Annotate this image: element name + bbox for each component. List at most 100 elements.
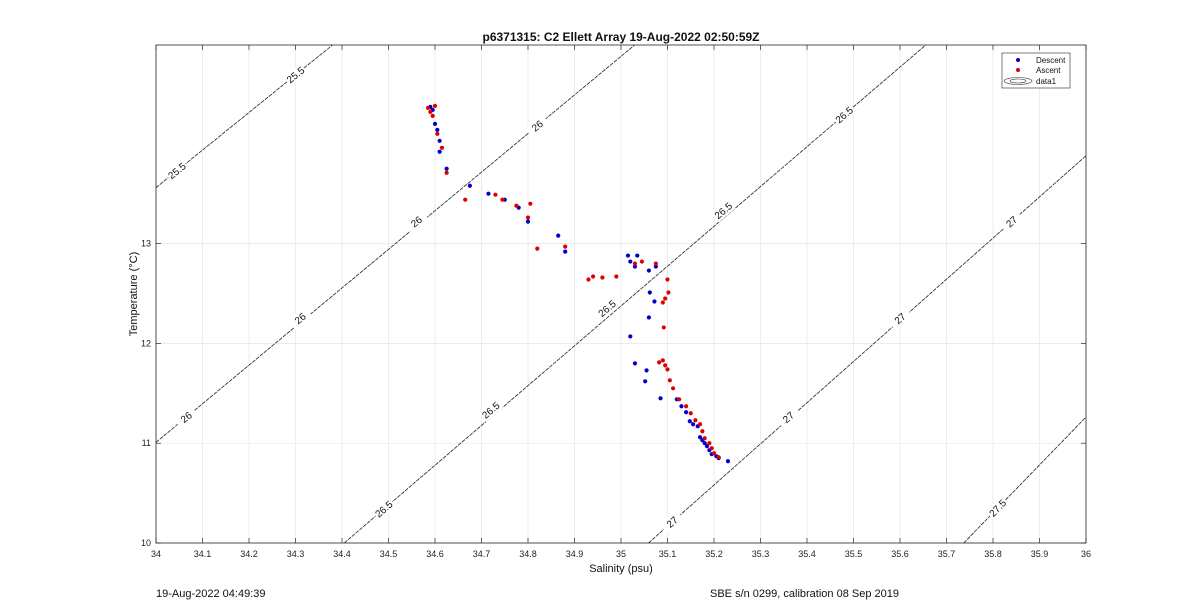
y-tick-label: 12 (141, 338, 151, 348)
data-point-descent (643, 379, 648, 384)
data-point-descent (628, 334, 633, 339)
series-ascent (425, 103, 721, 460)
data-point-descent (625, 253, 631, 258)
legend-contour-icon (1003, 77, 1033, 85)
x-tick-label: 35.5 (845, 549, 863, 559)
x-tick-label: 34.8 (519, 549, 537, 559)
data-point-ascent (653, 261, 658, 266)
contour-line-26 (155, 44, 635, 443)
data-point-descent (646, 268, 652, 273)
data-point-ascent (514, 203, 519, 208)
contour-label-bg (887, 306, 913, 331)
data-point-descent (556, 233, 561, 238)
footer-timestamp: 19-Aug-2022 04:49:39 (156, 588, 266, 600)
data-point-ascent (702, 436, 707, 441)
data-point-ascent (716, 455, 721, 460)
data-point-descent (632, 361, 638, 366)
contour-line-26.5 (343, 44, 927, 544)
x-tick-label: 35.3 (752, 549, 770, 559)
data-point-descent (467, 183, 472, 188)
contour-label-bg (371, 497, 397, 521)
data-point-ascent (700, 429, 705, 434)
data-point-ascent (428, 109, 433, 114)
y-tick-label: 10 (141, 538, 151, 548)
data-point-ascent (665, 277, 670, 282)
data-point-ascent (432, 103, 438, 108)
data-point-ascent (444, 170, 449, 175)
data-point-ascent (535, 246, 540, 251)
data-point-descent (697, 435, 703, 440)
contour-label-bg (776, 405, 801, 430)
data-point-descent (653, 264, 658, 269)
data-point-ascent (435, 131, 440, 136)
contour-label-bg (659, 510, 685, 534)
contour-label-bg (711, 198, 736, 223)
x-tick-label: 34.5 (380, 549, 398, 559)
legend-marker-ascent (1016, 68, 1020, 72)
contour-label-bg (287, 306, 313, 331)
data-point-ascent (667, 378, 672, 383)
data-point-descent (725, 459, 731, 464)
x-tick-label: 35.4 (798, 549, 816, 559)
data-point-ascent (697, 422, 703, 427)
legend-contour-icon-inner (1009, 78, 1027, 84)
contour-label-bg (999, 209, 1024, 234)
data-point-descent (635, 253, 640, 258)
x-tick-label: 34.7 (473, 549, 491, 559)
contour-line-27.5 (963, 416, 1087, 544)
data-point-descent (647, 290, 652, 295)
data-point-descent (690, 422, 696, 427)
data-point-descent (435, 127, 440, 132)
contour-label-bg (173, 405, 199, 429)
legend-marker-descent (1016, 58, 1020, 62)
data-point-ascent (660, 300, 665, 305)
data-point-ascent (493, 192, 498, 197)
legend-label-descent: Descent (1036, 56, 1066, 65)
y-tick-label: 13 (141, 239, 151, 249)
data-point-ascent (711, 451, 717, 456)
data-point-descent (679, 404, 684, 409)
data-point-ascent (660, 358, 665, 363)
footer-calibration: SBE s/n 0299, calibration 08 Sep 2019 (710, 588, 899, 600)
data-points (425, 103, 731, 464)
x-tick-label: 34 (151, 549, 161, 559)
x-tick-label: 35.2 (705, 549, 723, 559)
data-point-ascent (632, 261, 638, 266)
data-point-ascent (657, 360, 662, 365)
contour-label-bg (525, 114, 550, 138)
density-contours: 25.525.52626262626.526.526.526.526.52727… (155, 44, 1087, 544)
data-point-ascent (661, 325, 666, 330)
contour-label-bg (478, 398, 504, 422)
data-point-descent (658, 396, 663, 401)
data-point-ascent (707, 441, 712, 446)
legend-label-ascent: Ascent (1036, 66, 1061, 75)
data-point-ascent (586, 277, 591, 282)
data-point-ascent (684, 404, 689, 409)
contour-label-bg (594, 296, 620, 321)
contour-label-bg (831, 103, 857, 127)
data-point-ascent (663, 363, 668, 368)
data-point-ascent (666, 290, 671, 295)
legend-box (1001, 52, 1071, 89)
data-point-ascent (425, 105, 431, 110)
data-point-ascent (528, 201, 533, 206)
x-axis-label: Salinity (psu) (589, 563, 653, 575)
x-tick-label: 34.4 (333, 549, 351, 559)
data-point-ascent (670, 386, 676, 391)
legend: Descent Ascent data1 (1001, 52, 1071, 89)
data-point-ascent (463, 197, 468, 202)
data-point-descent (646, 315, 652, 320)
data-point-descent (704, 444, 710, 449)
data-point-ascent (677, 397, 682, 402)
x-tick-label: 35 (616, 549, 626, 559)
data-point-descent (652, 299, 657, 304)
y-axis-ticks: 10 11 12 13 (141, 239, 1086, 548)
data-point-ascent (500, 197, 505, 202)
contour-label-bg (404, 210, 429, 234)
data-point-descent (486, 191, 491, 196)
data-point-ascent (563, 244, 568, 249)
legend-label-data1: data1 (1036, 77, 1057, 86)
grid (155, 45, 1087, 544)
data-point-ascent (665, 367, 670, 372)
